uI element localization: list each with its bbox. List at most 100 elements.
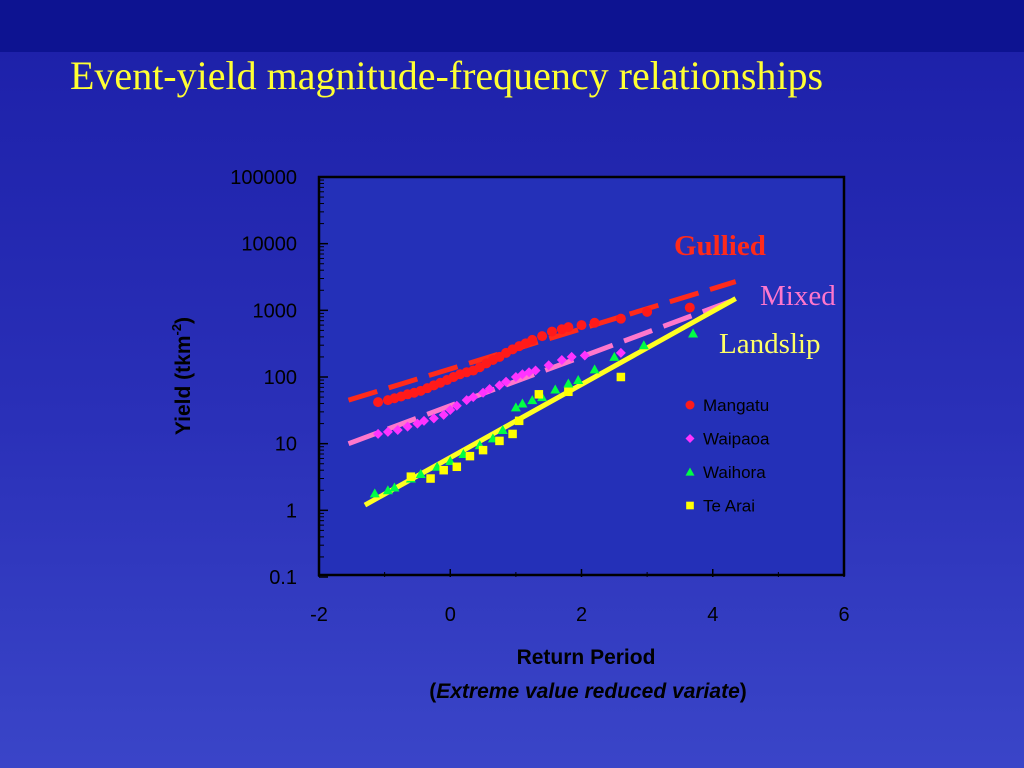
annotation-gullied: Gullied xyxy=(674,230,766,262)
y-axis-label-main: Yield (tkm xyxy=(172,335,195,435)
legend-label-mangatu: Mangatu xyxy=(703,396,769,415)
point-waipaoa xyxy=(468,392,479,403)
point-waipaoa xyxy=(451,400,462,411)
point-waihora xyxy=(517,398,528,408)
point-te-arai xyxy=(426,474,435,483)
x-tick-label: 2 xyxy=(576,604,587,626)
point-waihora xyxy=(589,364,600,374)
point-waihora xyxy=(563,378,574,388)
point-te-arai xyxy=(514,416,524,426)
point-waipaoa xyxy=(615,347,626,358)
legend-label-te-arai: Te Arai xyxy=(703,497,755,516)
point-waipaoa xyxy=(478,387,489,398)
point-te-arai xyxy=(465,451,475,461)
point-waihora xyxy=(573,375,584,385)
y-axis-label-sup: -2 xyxy=(169,324,184,336)
x-axis-sublabel-italic: Extreme value reduced variate xyxy=(436,680,740,703)
point-mangatu xyxy=(615,313,626,324)
data-points xyxy=(369,302,699,498)
point-waipaoa xyxy=(392,425,403,436)
point-waipaoa xyxy=(501,376,512,387)
point-waipaoa xyxy=(579,350,590,361)
title-band xyxy=(0,0,1024,52)
y-tick-label: 0.1 xyxy=(269,567,297,589)
point-waihora xyxy=(510,402,521,412)
y-tick-label: 1000 xyxy=(253,300,298,322)
point-waihora xyxy=(550,384,561,394)
point-waipaoa xyxy=(419,415,429,426)
point-mangatu xyxy=(642,306,653,317)
point-te-arai xyxy=(406,472,416,481)
plot-area xyxy=(317,175,846,577)
legend-label-waipaoa: Waipaoa xyxy=(703,430,770,449)
y-axis-label: Yield (tkm-2) xyxy=(169,317,195,435)
point-waipaoa xyxy=(556,354,567,365)
point-te-arai xyxy=(439,465,448,475)
x-axis-label: Return Period xyxy=(517,646,656,669)
point-waipaoa xyxy=(543,360,554,371)
point-waipaoa xyxy=(382,426,393,437)
x-tick-label: 6 xyxy=(838,604,849,626)
legend-marker-mangatu xyxy=(685,400,695,410)
y-tick-label: 10000 xyxy=(241,234,297,256)
point-waihora xyxy=(415,469,426,479)
point-te-arai xyxy=(564,387,573,397)
point-waihora xyxy=(527,395,538,405)
point-mangatu xyxy=(576,320,587,331)
point-waipaoa xyxy=(484,384,495,395)
legend-marker-waihora xyxy=(685,467,695,476)
point-te-arai xyxy=(452,462,462,472)
slide-title: Event-yield magnitude-frequency relation… xyxy=(70,53,824,98)
point-mangatu xyxy=(563,322,574,333)
point-waipaoa xyxy=(566,351,577,362)
point-mangatu xyxy=(589,317,600,328)
legend-label-waihora: Waihora xyxy=(703,463,766,482)
fit-line-gullied xyxy=(347,279,737,403)
point-mangatu xyxy=(684,302,695,313)
fit-line-mixed xyxy=(347,298,734,447)
x-tick-label: 4 xyxy=(707,604,718,626)
x-axis-sublabel-close: ) xyxy=(740,680,747,703)
point-waipaoa xyxy=(494,380,505,391)
point-te-arai xyxy=(616,372,626,382)
fit-line-landslip xyxy=(363,296,737,508)
point-te-arai xyxy=(534,390,544,399)
x-tick-labels: -2 0 2 4 6 xyxy=(310,604,849,626)
point-mangatu xyxy=(537,331,548,342)
x-tick-label: 0 xyxy=(445,604,456,626)
point-te-arai xyxy=(478,445,488,455)
x-axis-sublabel-open: ( xyxy=(429,680,436,703)
point-waipaoa xyxy=(530,365,541,376)
legend-marker-waipaoa xyxy=(685,434,695,443)
x-axis-sublabel: (Extreme value reduced variate) xyxy=(429,680,747,703)
point-waihora xyxy=(369,488,380,498)
point-waihora xyxy=(638,340,649,350)
point-waihora xyxy=(609,351,620,361)
y-tick-label: 1 xyxy=(286,500,297,522)
x-minor-ticks xyxy=(318,569,845,577)
point-waihora xyxy=(382,485,393,495)
point-mangatu xyxy=(546,326,557,337)
x-tick-label: -2 xyxy=(310,604,328,626)
point-waihora xyxy=(389,482,400,492)
point-waipaoa xyxy=(445,404,456,415)
point-waihora xyxy=(497,425,508,435)
y-tick-label: 10 xyxy=(275,434,297,456)
point-waipaoa xyxy=(428,413,439,424)
point-mangatu xyxy=(527,334,538,345)
y-axis-label-close: ) xyxy=(172,317,195,324)
point-waipaoa xyxy=(438,409,449,420)
fit-lines xyxy=(347,279,737,508)
legend-marker-te-arai xyxy=(686,501,694,510)
y-minor-ticks xyxy=(319,176,328,578)
point-te-arai xyxy=(508,429,517,439)
point-mangatu xyxy=(373,397,384,408)
y-tick-label: 100000 xyxy=(230,167,297,189)
point-waipaoa xyxy=(373,428,384,439)
annotation-landslip: Landslip xyxy=(719,328,821,360)
point-waihora xyxy=(688,328,699,338)
y-tick-labels: 0.1 1 10 100 1000 10000 100000 xyxy=(230,167,297,589)
point-te-arai xyxy=(495,436,504,446)
annotation-mixed: Mixed xyxy=(760,280,836,312)
